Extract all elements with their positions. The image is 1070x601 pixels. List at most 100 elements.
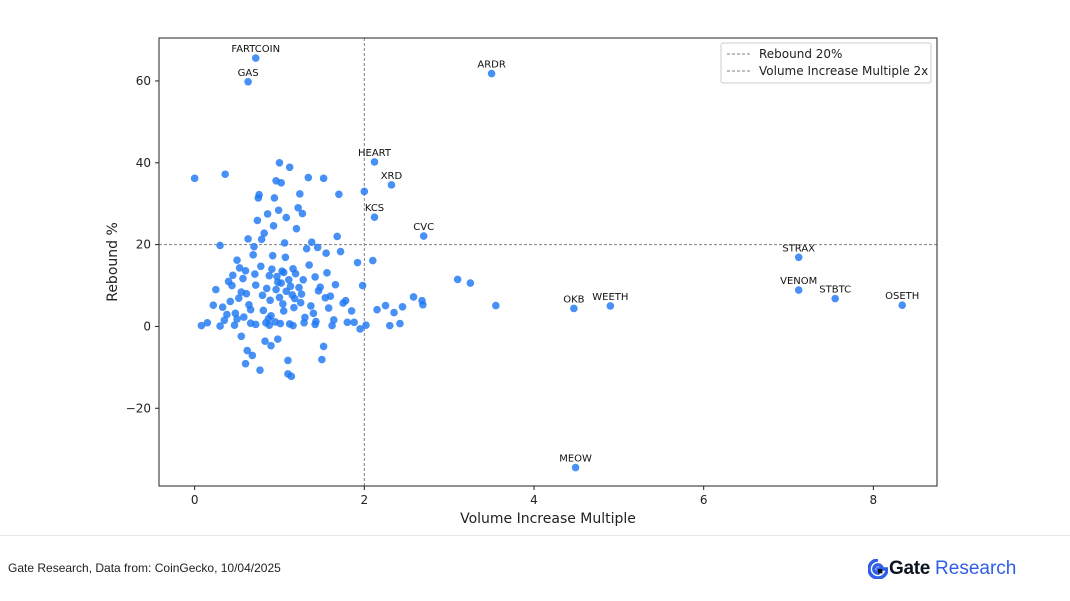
data-point: [298, 209, 307, 218]
x-tick-label: 6: [700, 493, 708, 507]
data-point: [282, 287, 291, 296]
data-point: [234, 294, 243, 303]
y-tick-label: 20: [136, 238, 151, 252]
data-point: [281, 253, 290, 262]
point-label: OSETH: [885, 291, 919, 302]
data-point: [285, 163, 294, 172]
y-tick-label: 60: [136, 74, 151, 88]
data-point: [267, 341, 275, 350]
brand-logo: Gate Research: [868, 556, 1016, 582]
data-point: [358, 281, 367, 290]
x-tick-label: 0: [191, 493, 199, 507]
x-tick-label: 8: [870, 493, 878, 507]
data-point: [261, 337, 269, 345]
data-point: [275, 293, 284, 302]
data-point: [279, 268, 288, 277]
point-label: STRAX: [782, 243, 815, 254]
data-point: [273, 272, 281, 281]
data-point: [288, 291, 297, 299]
data-point: [284, 356, 292, 365]
data-point: [295, 283, 303, 292]
data-point: [362, 321, 370, 330]
data-point: [307, 302, 315, 310]
data-point-labeled: [244, 77, 252, 86]
data-point: [231, 309, 240, 318]
data-point: [257, 235, 266, 244]
data-point: [253, 216, 262, 225]
data-point: [307, 238, 316, 246]
data-point: [492, 301, 500, 310]
data-point: [268, 251, 277, 260]
plot-frame: [158, 37, 938, 487]
data-point: [264, 314, 273, 323]
legend-label-volume: Volume Increase Multiple 2x: [759, 64, 928, 78]
data-point-labeled: [794, 253, 803, 262]
data-point: [258, 291, 267, 300]
y-tick-label: 40: [136, 156, 151, 170]
data-point: [245, 300, 253, 309]
data-point: [256, 366, 264, 375]
data-point: [419, 300, 427, 309]
data-point: [221, 170, 229, 179]
legend: Rebound 20% Volume Increase Multiple 2x: [720, 42, 932, 84]
y-tick-label: 0: [143, 319, 151, 333]
data-point: [350, 318, 358, 327]
data-point: [251, 270, 259, 278]
data-point: [296, 298, 305, 307]
data-point: [304, 173, 313, 182]
data-point: [373, 305, 381, 314]
data-point: [331, 280, 340, 289]
legend-label-rebound: Rebound 20%: [759, 47, 842, 61]
data-point: [291, 269, 300, 278]
data-point: [347, 307, 356, 315]
data-point: [241, 359, 250, 368]
data-point: [270, 194, 279, 202]
point-label: VENOM: [780, 276, 817, 287]
data-point: [341, 296, 350, 305]
data-point-labeled: [370, 213, 379, 221]
data-point: [323, 269, 331, 277]
data-point: [282, 213, 291, 222]
data-point: [321, 293, 330, 302]
data-point: [209, 301, 218, 309]
data-point-labeled: [487, 69, 496, 78]
data-point-labeled: [794, 286, 803, 294]
data-point: [277, 179, 285, 187]
data-point: [289, 321, 297, 330]
point-label: GAS: [238, 68, 259, 79]
data-point: [220, 316, 229, 325]
brand-gate-text: Gate: [889, 558, 931, 579]
data-point: [242, 289, 251, 298]
data-point: [453, 275, 462, 284]
data-point: [294, 203, 302, 212]
data-point: [285, 275, 293, 284]
data-point: [328, 321, 336, 330]
data-point: [255, 190, 263, 199]
point-label: ARDR: [477, 60, 505, 71]
footer: Gate Research, Data from: CoinGecko, 10/…: [0, 535, 1070, 601]
y-tick-label: −20: [126, 401, 151, 415]
data-point: [275, 158, 284, 167]
point-label: OKB: [563, 294, 584, 305]
data-point: [319, 174, 328, 183]
data-point: [263, 210, 272, 218]
data-point: [243, 346, 252, 355]
point-label: WEETH: [592, 292, 628, 303]
data-point-labeled: [898, 301, 907, 309]
data-point: [335, 190, 343, 199]
data-point: [302, 244, 311, 253]
point-label: CVC: [413, 222, 434, 233]
data-point-labeled: [831, 294, 839, 303]
legend-box: [720, 42, 932, 84]
data-point: [297, 290, 306, 298]
data-point: [259, 306, 268, 315]
data-point: [316, 283, 324, 291]
data-point-labeled: [251, 54, 260, 62]
data-point: [390, 308, 398, 317]
point-label: STBTC: [819, 285, 851, 296]
data-point: [218, 303, 227, 312]
data-point: [276, 319, 285, 328]
data-point: [197, 321, 206, 330]
scatter-chart: FARTCOIN GAS ARDR HEART XRD KCS CVC STRAX VENOMS…: [105, 37, 938, 527]
data-point: [343, 318, 352, 327]
